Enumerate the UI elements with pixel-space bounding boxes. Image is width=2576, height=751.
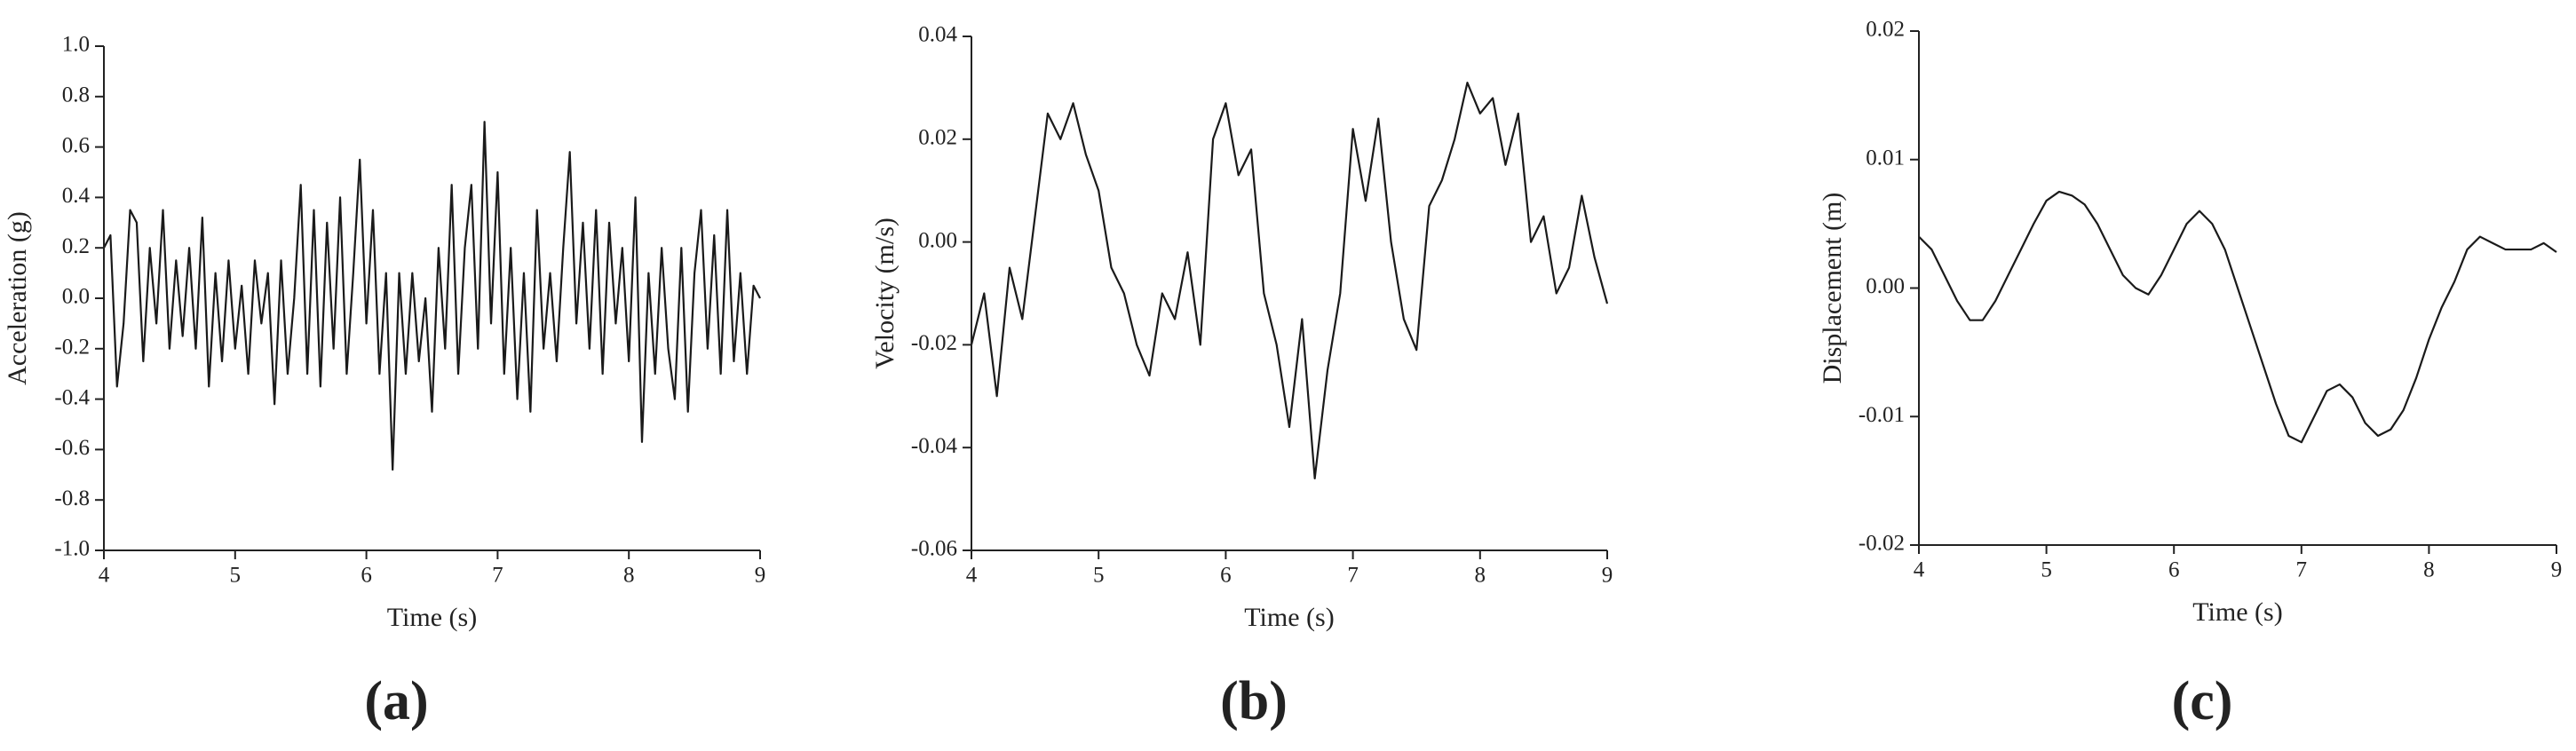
y-axis-title: Acceleration (g) xyxy=(3,211,32,385)
y-tick-label: -0.8 xyxy=(54,486,90,510)
y-axis-title: Displacement (m) xyxy=(1818,193,1847,384)
y-tick-label: 0.02 xyxy=(1866,18,1905,42)
y-tick-label: -0.02 xyxy=(1859,532,1905,556)
y-tick-label: 0.2 xyxy=(62,234,90,258)
y-tick-label: 0.6 xyxy=(62,133,90,157)
caption: (c) xyxy=(2172,671,2233,731)
y-tick-label: -0.4 xyxy=(54,385,90,409)
y-tick-label: 0.04 xyxy=(918,23,957,47)
y-tick-label: 0.4 xyxy=(62,184,91,208)
x-axis-title: Time (s) xyxy=(2192,597,2282,627)
y-tick-label: 0.00 xyxy=(918,228,957,252)
x-axis-title: Time (s) xyxy=(387,603,477,632)
x-tick-label: 7 xyxy=(492,564,503,588)
y-tick-label: -0.02 xyxy=(911,331,957,355)
x-tick-label: 5 xyxy=(2041,558,2052,582)
y-tick-label: 0.8 xyxy=(62,83,90,107)
x-tick-label: 4 xyxy=(966,564,978,588)
y-tick-label: -0.2 xyxy=(54,336,90,360)
y-tick-label: -0.04 xyxy=(911,434,958,458)
x-tick-label: 4 xyxy=(99,564,110,588)
y-tick-label: 0.01 xyxy=(1866,146,1905,170)
y-tick-label: -0.6 xyxy=(54,436,90,460)
data-line xyxy=(970,82,1609,480)
caption: (a) xyxy=(364,671,428,731)
x-tick-label: 8 xyxy=(623,564,635,588)
x-tick-label: 6 xyxy=(361,564,372,588)
x-tick-label: 6 xyxy=(2168,558,2180,582)
y-tick-label: -1.0 xyxy=(54,537,90,561)
y-tick-label: -0.06 xyxy=(911,537,957,561)
x-tick-label: 8 xyxy=(1475,564,1486,588)
y-tick-label: -0.01 xyxy=(1859,403,1905,427)
data-line xyxy=(103,121,761,471)
x-tick-label: 8 xyxy=(2423,558,2435,582)
caption: (b) xyxy=(1220,671,1288,731)
x-tick-label: 5 xyxy=(230,564,242,588)
x-tick-label: 7 xyxy=(2296,558,2308,582)
x-tick-label: 9 xyxy=(1602,564,1613,588)
x-tick-label: 6 xyxy=(1220,564,1232,588)
y-tick-label: 0.00 xyxy=(1866,274,1905,298)
x-axis-title: Time (s) xyxy=(1244,603,1334,632)
y-tick-label: 0.0 xyxy=(62,285,90,309)
y-axis-title: Velocity (m/s) xyxy=(870,217,900,369)
y-tick-label: 1.0 xyxy=(62,33,90,57)
y-tick-label: 0.02 xyxy=(918,126,957,150)
x-tick-label: 9 xyxy=(2551,558,2563,582)
x-tick-label: 4 xyxy=(1914,558,1925,582)
x-tick-label: 7 xyxy=(1347,564,1359,588)
data-line xyxy=(1918,190,2557,444)
x-tick-label: 9 xyxy=(755,564,766,588)
x-tick-label: 5 xyxy=(1093,564,1105,588)
